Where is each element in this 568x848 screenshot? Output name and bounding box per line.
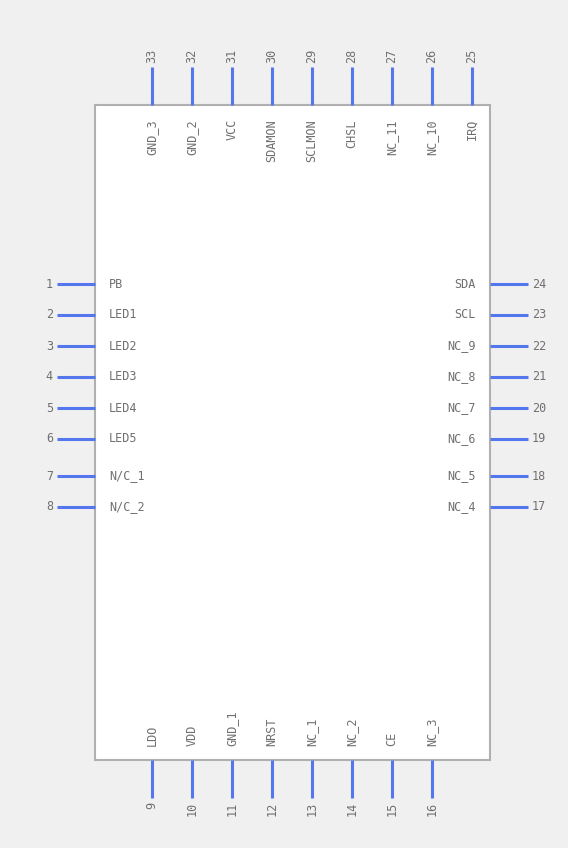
Text: SDA: SDA [454,277,476,291]
Text: LED5: LED5 [109,432,137,445]
Text: 8: 8 [46,500,53,514]
Text: N/C_1: N/C_1 [109,470,145,483]
Text: 15: 15 [386,802,399,817]
Text: 3: 3 [46,339,53,353]
Text: 14: 14 [345,802,358,817]
Text: 26: 26 [425,48,438,63]
Bar [95,105,490,760]
Text: 31: 31 [225,48,239,63]
Text: 20: 20 [532,401,546,415]
Text: VDD: VDD [186,725,198,746]
Text: 21: 21 [532,371,546,383]
Text: 27: 27 [386,48,399,63]
Text: 25: 25 [466,48,478,63]
Text: 23: 23 [532,309,546,321]
Text: 11: 11 [225,802,239,817]
Text: 29: 29 [306,48,319,63]
Text: N/C_2: N/C_2 [109,500,145,514]
Text: LED3: LED3 [109,371,137,383]
Text: NC_5: NC_5 [448,470,476,483]
Text: NC_4: NC_4 [448,500,476,514]
Text: PB: PB [109,277,123,291]
Text: IRQ: IRQ [466,119,478,141]
Text: 9: 9 [145,802,158,809]
Text: 12: 12 [265,802,278,817]
Text: 32: 32 [186,48,198,63]
Text: 13: 13 [306,802,319,817]
Text: GND_2: GND_2 [186,119,198,154]
Text: LDO: LDO [145,725,158,746]
Text: 19: 19 [532,432,546,445]
Text: 28: 28 [345,48,358,63]
Text: 6: 6 [46,432,53,445]
Text: GND_3: GND_3 [145,119,158,154]
Text: LED2: LED2 [109,339,137,353]
Text: SDAMON: SDAMON [265,119,278,162]
Text: 7: 7 [46,470,53,483]
Text: NRST: NRST [265,717,278,746]
Text: NC_1: NC_1 [306,717,319,746]
Text: 4: 4 [46,371,53,383]
Text: SCLMON: SCLMON [306,119,319,162]
Text: NC_7: NC_7 [448,401,476,415]
Text: 22: 22 [532,339,546,353]
Text: LED4: LED4 [109,401,137,415]
Text: 33: 33 [145,48,158,63]
Text: 16: 16 [425,802,438,817]
Text: 2: 2 [46,309,53,321]
Text: NC_8: NC_8 [448,371,476,383]
Text: 24: 24 [532,277,546,291]
Text: 17: 17 [532,500,546,514]
Text: NC_9: NC_9 [448,339,476,353]
Text: CE: CE [386,732,399,746]
Text: NC_3: NC_3 [425,717,438,746]
Text: VCC: VCC [225,119,239,141]
Text: 30: 30 [265,48,278,63]
Text: NC_2: NC_2 [345,717,358,746]
Text: 18: 18 [532,470,546,483]
Text: CHSL: CHSL [345,119,358,148]
Text: 1: 1 [46,277,53,291]
Text: 10: 10 [186,802,198,817]
Text: 5: 5 [46,401,53,415]
Text: NC_11: NC_11 [386,119,399,154]
Text: GND_1: GND_1 [225,711,239,746]
Text: NC_10: NC_10 [425,119,438,154]
Text: SCL: SCL [454,309,476,321]
Text: NC_6: NC_6 [448,432,476,445]
Text: LED1: LED1 [109,309,137,321]
